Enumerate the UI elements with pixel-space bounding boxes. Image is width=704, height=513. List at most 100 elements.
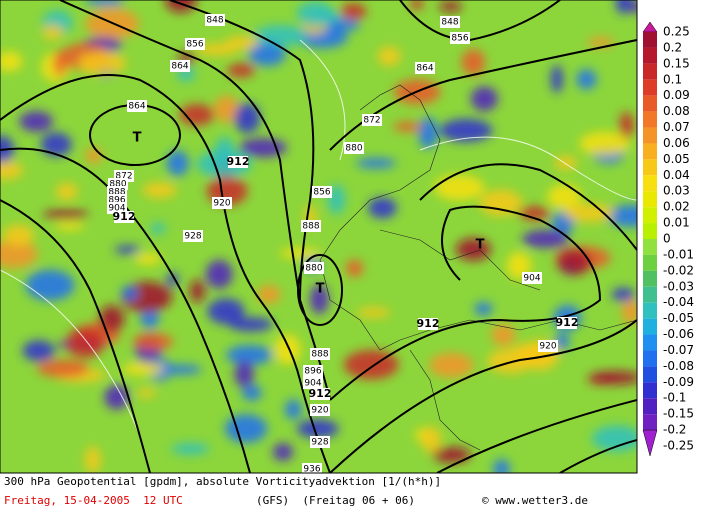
legend-swatch xyxy=(643,286,657,303)
legend-label: -0.02 xyxy=(663,263,694,277)
legend-label: 0.07 xyxy=(663,120,690,134)
contour-label-bg xyxy=(170,60,190,72)
contour-label-bg xyxy=(415,62,435,74)
legend-label: 0.15 xyxy=(663,56,690,70)
contour-label: 888 xyxy=(311,350,328,360)
legend-swatch xyxy=(643,207,657,224)
legend-label: 0.02 xyxy=(663,200,690,214)
date-label: Freitag, 15-04-2005 12 UTC xyxy=(4,494,183,507)
contour-label: 864 xyxy=(416,64,433,74)
contour-label: 864 xyxy=(171,62,188,72)
contour-label-bg xyxy=(344,142,364,154)
legend-label: -0.09 xyxy=(663,375,694,389)
legend-swatch xyxy=(643,159,657,176)
legend-label: 0.09 xyxy=(663,88,690,102)
contour-label: 912 xyxy=(556,316,579,329)
contour-label-bg xyxy=(362,114,382,126)
contour-label: 920 xyxy=(539,342,556,352)
contour-label-bg xyxy=(304,262,324,274)
contour-label-bg xyxy=(185,38,205,50)
vorticity-field: 8488568648648728808888969049129209288568… xyxy=(0,0,637,473)
legend-label: -0.15 xyxy=(663,407,694,421)
low-pressure-marker: T xyxy=(316,282,325,297)
contour-label-bg xyxy=(538,340,558,352)
legend-swatch xyxy=(643,366,657,383)
legend-swatch xyxy=(643,47,657,64)
contour-label-bg xyxy=(302,463,322,473)
legend-label: 0.04 xyxy=(663,168,690,182)
contour-label-bg xyxy=(205,14,225,26)
contour-label: 912 xyxy=(113,210,136,223)
contour-label: 864 xyxy=(128,102,145,112)
contour-label: 912 xyxy=(309,387,332,400)
legend-swatch xyxy=(643,270,657,287)
contour-label-bg xyxy=(310,388,330,400)
legend-swatch xyxy=(643,254,657,271)
contour-label: 880 xyxy=(345,144,362,154)
contour-label: 912 xyxy=(227,155,250,168)
legend-swatch xyxy=(643,318,657,335)
contour-label: 928 xyxy=(184,232,201,242)
legend-swatch xyxy=(643,63,657,80)
source-credit: © www.wetter3.de xyxy=(482,494,588,507)
legend-arrow xyxy=(642,21,658,33)
contour-label: 888 xyxy=(108,188,125,198)
contour-label: 856 xyxy=(313,188,330,198)
legend-label: 0.03 xyxy=(663,184,690,198)
legend-label: -0.2 xyxy=(663,423,686,437)
coastlines xyxy=(319,84,637,451)
legend-label: 0 xyxy=(663,232,671,246)
legend-label: -0.25 xyxy=(663,439,694,453)
contour-label: 880 xyxy=(305,264,322,274)
contour-label-bg xyxy=(310,404,330,416)
contour-label-bg xyxy=(303,365,323,377)
legend-swatch xyxy=(643,143,657,160)
contour-label-bg xyxy=(301,220,321,232)
legend-label: 0.01 xyxy=(663,216,690,230)
contour-label: 920 xyxy=(213,199,230,209)
contour-label: 896 xyxy=(108,196,125,206)
legend-label: 0.06 xyxy=(663,136,690,150)
contour-label-bg xyxy=(522,272,542,284)
contour-label: 912 xyxy=(417,317,440,330)
contour-label-bg xyxy=(312,186,332,198)
model-label: (GFS) (Freitag 06 + 06) xyxy=(256,494,415,507)
legend-swatch xyxy=(643,32,657,48)
contour-label: 880 xyxy=(109,180,126,190)
contour-label-bg xyxy=(440,16,460,28)
contour-label: 856 xyxy=(186,40,203,50)
contour-label-bg xyxy=(557,317,577,329)
contour-label-bg xyxy=(183,230,203,242)
legend-label: 0.2 xyxy=(663,40,682,54)
legend-label: -0.04 xyxy=(663,295,694,309)
contour-label: 904 xyxy=(108,204,125,214)
contour-label-bg xyxy=(310,436,330,448)
legend-label: 0.08 xyxy=(663,104,690,118)
legend-label: -0.07 xyxy=(663,343,694,357)
legend-swatch xyxy=(643,223,657,239)
legend-swatch xyxy=(643,79,657,96)
contour-label: 872 xyxy=(363,116,380,126)
contour-label-bg xyxy=(450,32,470,44)
legend-arrow xyxy=(642,429,658,457)
legend-swatch xyxy=(643,302,657,319)
legend-swatch xyxy=(643,414,657,431)
contour-label-bg xyxy=(303,377,323,389)
contour-label: 888 xyxy=(302,222,319,232)
legend-swatch xyxy=(643,398,657,415)
legend-swatch xyxy=(643,334,657,351)
legend-swatch xyxy=(643,175,657,192)
legend-label: -0.05 xyxy=(663,311,694,325)
legend-label: -0.03 xyxy=(663,279,694,293)
contour-label: 872 xyxy=(115,172,132,182)
contour-label-bg xyxy=(228,156,248,168)
legend-label: -0.08 xyxy=(663,359,694,373)
legend-label: 0.05 xyxy=(663,152,690,166)
contour-label: 856 xyxy=(451,34,468,44)
legend-label: -0.01 xyxy=(663,247,694,261)
low-pressure-marker: T xyxy=(133,131,142,146)
contour-label: 928 xyxy=(311,438,328,448)
legend-label: 0.25 xyxy=(663,25,690,39)
contour-label: 848 xyxy=(206,16,223,26)
